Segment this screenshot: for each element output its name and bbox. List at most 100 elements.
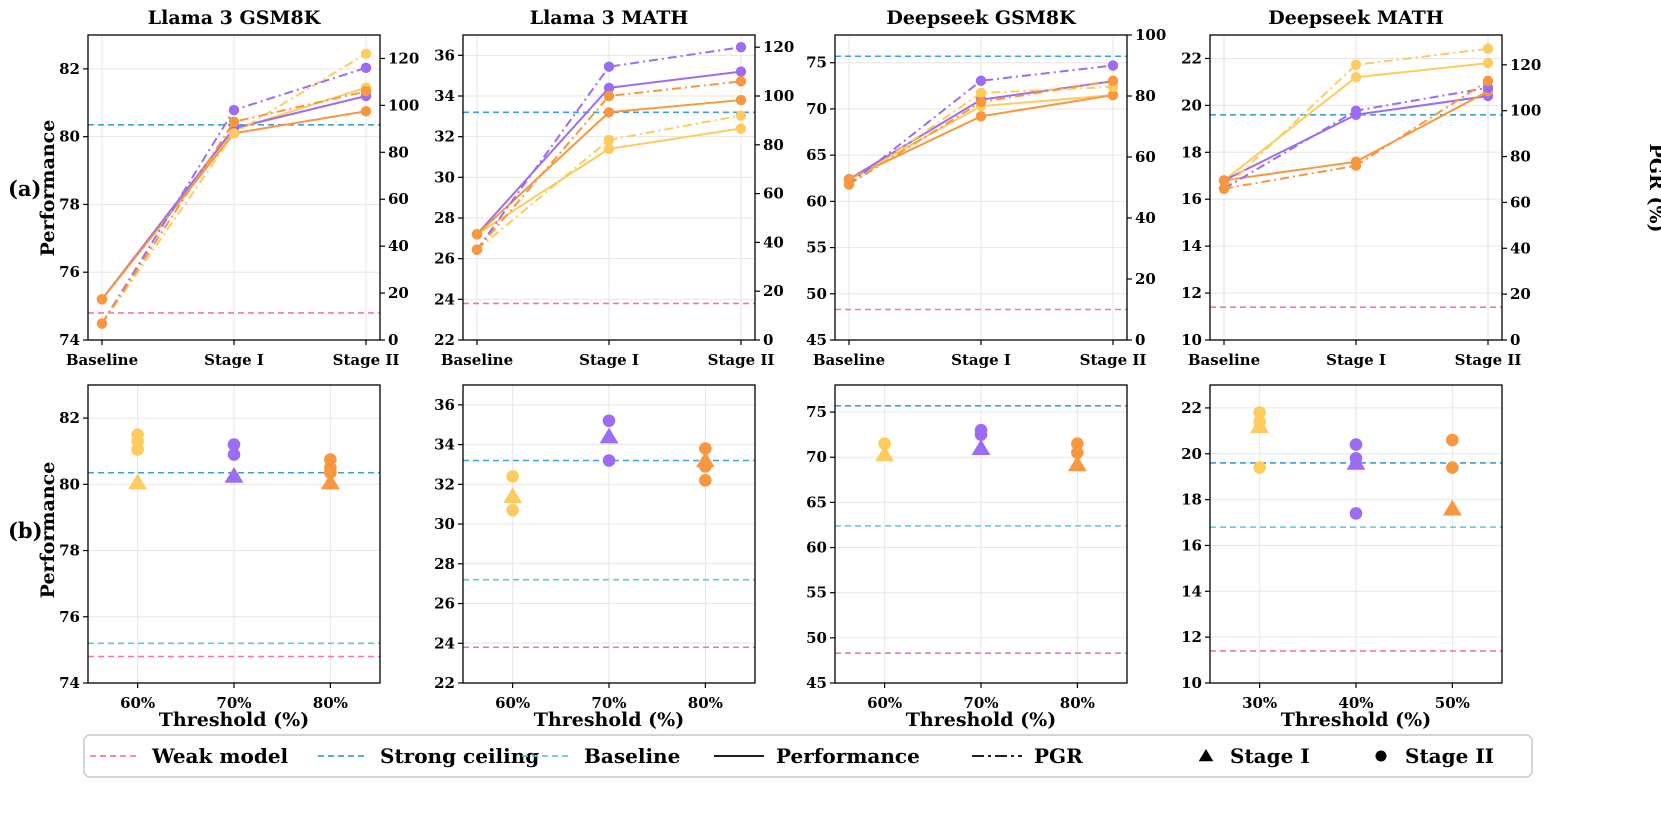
- y2-tick-label: 0: [388, 331, 398, 349]
- data-point-pgr-60: [360, 48, 372, 59]
- data-point-pgr-40: [1350, 105, 1362, 116]
- y-tick-label: 10: [1181, 674, 1202, 692]
- data-point-stage-ii: [506, 470, 519, 483]
- data-point-stage-ii: [131, 428, 144, 441]
- y-tick-label: 18: [1181, 143, 1202, 161]
- x-tick-label: 70%: [216, 694, 251, 712]
- y-tick-label: 70: [806, 100, 827, 118]
- y-tick-label: 75: [806, 54, 827, 72]
- x-tick-label: Baseline: [813, 351, 885, 369]
- y-tick-label: 55: [806, 584, 827, 602]
- y2-tick-label: 80: [1510, 148, 1531, 166]
- y-tick-label: 60: [806, 539, 827, 557]
- x-tick-label: Stage I: [951, 351, 1011, 369]
- y2-tick-label: 20: [763, 282, 784, 300]
- y-tick-label: 26: [434, 250, 455, 268]
- panel-1: 74 76 78 80 82 0 20 40 60 80 100 120 Baseline Stage I…: [59, 7, 419, 369]
- data-point-pgr-50: [1350, 160, 1362, 171]
- y-tick-label: 20: [1181, 445, 1202, 463]
- panel-3: 45 50 55 60 65 70 75 0 20 40 60 80 100 Baseline Stage …: [806, 7, 1166, 369]
- panel-4: 10 12 14 16 18 20 22 0 20 40 60 80 100 120 Baseline Sta…: [1181, 7, 1541, 369]
- data-point-stage-i: [503, 487, 523, 504]
- y-tick-label: 76: [59, 608, 80, 626]
- data-point-pgr-80: [843, 179, 855, 190]
- data-point-pgr-70: [360, 62, 372, 74]
- y-tick-label: 28: [434, 555, 455, 573]
- x-axis-label: Threshold (%): [534, 709, 684, 731]
- y-tick-label: 78: [59, 542, 80, 560]
- y-tick-label: 26: [434, 595, 455, 613]
- data-point-pgr-80: [228, 116, 240, 128]
- y-tick-label: 74: [59, 674, 80, 692]
- legend-label: Stage I: [1230, 744, 1310, 768]
- x-tick-label: 60%: [867, 694, 902, 712]
- x-tick-label: Stage I: [1326, 351, 1386, 369]
- data-point-pgr-30: [1482, 43, 1494, 54]
- panel-5: 74 76 78 80 82 60% 70% 80%Threshold (%): [59, 384, 381, 731]
- data-point-pgr-80: [975, 96, 987, 108]
- data-point-pgr-30: [1350, 59, 1362, 71]
- data-point-pgr-70: [603, 61, 615, 72]
- data-point-performance-80: [360, 106, 372, 117]
- data-point-performance-80: [603, 107, 615, 118]
- y-tick-label: 30: [434, 515, 455, 533]
- data-point-stage-ii: [1349, 452, 1363, 465]
- legend-item-pgr: PGR: [972, 744, 1083, 768]
- right-axis-label: PGR (%): [1645, 144, 1661, 233]
- x-axis-label: Threshold (%): [906, 709, 1056, 731]
- data-point-stage-i: [320, 473, 340, 490]
- legend-label: PGR: [1034, 744, 1083, 768]
- y-tick-label: 34: [434, 87, 455, 105]
- data-point-stage-ii: [699, 474, 712, 487]
- x-tick-label: Stage II: [1080, 351, 1147, 369]
- legend-marker-circle: [1375, 750, 1387, 762]
- x-tick-label: 30%: [1242, 694, 1277, 712]
- legend-marker-triangle: [1198, 749, 1214, 762]
- x-tick-label: Stage II: [1455, 351, 1522, 369]
- y-tick-label: 36: [434, 46, 455, 64]
- legend-label: Strong ceiling: [380, 744, 539, 768]
- data-point-pgr-80: [471, 244, 483, 255]
- data-point-pgr-80: [360, 86, 372, 97]
- x-axis-label: Threshold (%): [1281, 709, 1431, 731]
- y2-tick-label: 60: [763, 185, 784, 203]
- y-tick-label: 16: [1181, 536, 1202, 554]
- y-tick-label: 80: [59, 128, 80, 146]
- data-point-stage-i: [1067, 455, 1087, 472]
- y2-tick-label: 80: [763, 136, 784, 154]
- x-tick-label: 70%: [963, 694, 998, 712]
- panel-7: 45 50 55 60 65 70 75 60% 70% 80%Threshold (%): [806, 384, 1128, 731]
- y-tick-label: 45: [806, 674, 827, 692]
- legend-label: Stage II: [1405, 744, 1494, 768]
- x-tick-label: 50%: [1435, 694, 1470, 712]
- left-axis-label-top: Performance: [37, 120, 59, 257]
- data-point-performance-30: [1350, 72, 1362, 83]
- data-point-stage-ii: [878, 437, 891, 450]
- data-point-stage-ii: [1071, 446, 1084, 460]
- y-tick-label: 50: [806, 629, 827, 647]
- data-point-stage-i: [128, 473, 148, 490]
- y-tick-label: 12: [1181, 284, 1202, 302]
- data-point-pgr-80: [96, 318, 108, 329]
- y-tick-label: 82: [59, 60, 80, 78]
- left-axis-label-bottom: Performance: [37, 462, 59, 599]
- data-point-stage-ii: [1253, 406, 1266, 419]
- data-point-performance-70: [735, 66, 747, 77]
- data-point-stage-i: [599, 427, 619, 444]
- legend-item-stage-ii: Stage II: [1375, 744, 1494, 768]
- data-point-stage-ii: [602, 454, 616, 467]
- legend-item-performance: Performance: [714, 744, 920, 768]
- y2-tick-label: 40: [763, 233, 784, 251]
- y-tick-label: 82: [59, 409, 80, 427]
- data-point-pgr-80: [1107, 75, 1119, 86]
- y2-tick-label: 100: [1510, 102, 1541, 120]
- legend-item-weak-model: Weak model: [90, 744, 289, 768]
- y-tick-label: 70: [806, 448, 827, 466]
- y2-tick-label: 0: [1510, 331, 1520, 349]
- panel-2: 22 24 26 28 30 32 34 36 0 20 40 60 80 100 120 Baseline S…: [434, 7, 794, 369]
- data-point-pgr-80: [603, 90, 615, 102]
- y-tick-label: 76: [59, 263, 80, 281]
- x-tick-label: 40%: [1338, 694, 1373, 712]
- data-point-stage-i: [1442, 499, 1462, 516]
- data-point-pgr-70: [1107, 60, 1119, 71]
